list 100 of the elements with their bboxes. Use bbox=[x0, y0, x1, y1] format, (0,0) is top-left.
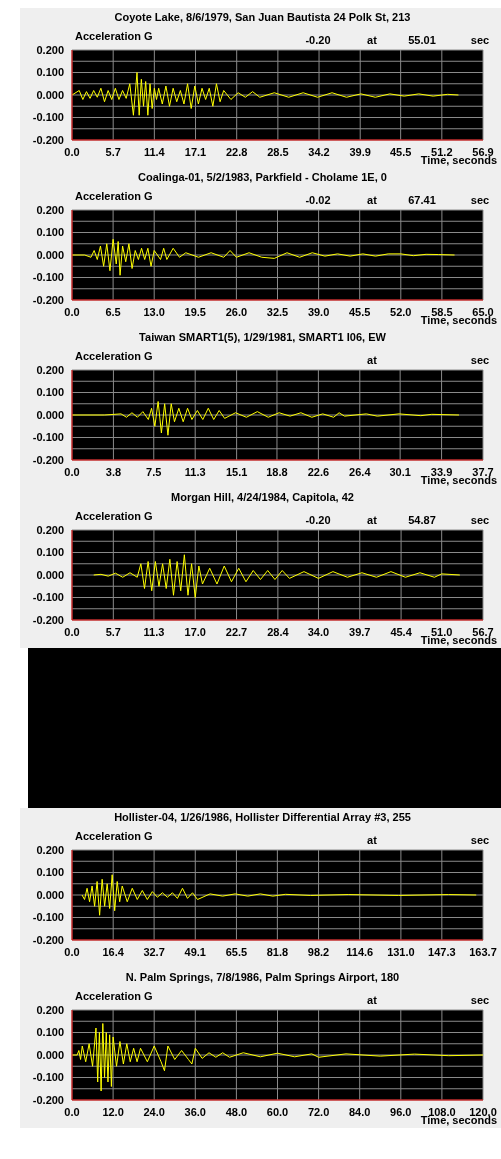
x-tick-label: 58.5 bbox=[431, 305, 453, 318]
x-tick-label: 11.3 bbox=[184, 465, 206, 478]
chart-title: N. Palm Springs, 7/8/1986, Palm Springs Airport, 180 bbox=[124, 971, 401, 983]
x-tick-label: 22.6 bbox=[307, 465, 330, 478]
chart-title: Coyote Lake, 8/6/1979, San Juan Bautista 24 Polk St, 213 bbox=[113, 11, 412, 23]
text: sec bbox=[469, 994, 491, 1006]
x-tick-label: 0.0 bbox=[64, 625, 80, 638]
text: at bbox=[366, 514, 378, 526]
x-tick-label: 163.7 bbox=[469, 945, 497, 958]
y-tick-label: 0.100 bbox=[36, 866, 64, 879]
text: 67.41 bbox=[407, 194, 437, 206]
x-tick-label: 26.4 bbox=[349, 465, 372, 478]
y-tick-label: 0.000 bbox=[36, 568, 64, 581]
x-tick-label: 5.7 bbox=[105, 145, 121, 158]
x-tick-label: 39.9 bbox=[349, 145, 371, 158]
x-tick-label: 39.7 bbox=[349, 625, 371, 638]
y-tick-label: 0.200 bbox=[36, 843, 64, 856]
text: at bbox=[366, 994, 378, 1006]
x-tick-label: 72.0 bbox=[307, 1105, 330, 1118]
y-tick-label: -0.100 bbox=[32, 271, 64, 284]
text: at bbox=[366, 834, 378, 846]
text: sec bbox=[469, 514, 491, 526]
x-tick-label: 11.3 bbox=[143, 625, 165, 638]
x-tick-label: 0.0 bbox=[64, 945, 80, 958]
y-tick-label: 0.200 bbox=[36, 1003, 64, 1016]
x-tick-label: 19.5 bbox=[184, 305, 207, 318]
y-tick-label: -0.100 bbox=[32, 111, 64, 124]
text: -0.20 bbox=[304, 34, 332, 46]
x-tick-label: 39.0 bbox=[307, 305, 330, 318]
y-tick-label: -0.100 bbox=[32, 1071, 64, 1084]
x-tick-label: 65.5 bbox=[225, 945, 248, 958]
x-tick-label: 16.4 bbox=[102, 945, 125, 958]
y-tick-label: 0.100 bbox=[36, 546, 64, 559]
x-tick-label: 0.0 bbox=[64, 465, 80, 478]
x-tick-label: 0.0 bbox=[64, 1105, 80, 1118]
text: at bbox=[366, 194, 378, 206]
chart-title: Taiwan SMART1(5), 1/29/1981, SMART1 I06, EW bbox=[138, 331, 387, 343]
x-tick-label: 52.0 bbox=[390, 305, 412, 318]
chart-title: Morgan Hill, 4/24/1984, Capitola, 42 bbox=[170, 491, 355, 503]
y-tick-label: 0.100 bbox=[36, 1026, 64, 1039]
y-tick-label: 0.100 bbox=[36, 66, 64, 79]
x-tick-label: 147.3 bbox=[428, 945, 456, 958]
x-tick-label: 3.8 bbox=[105, 465, 122, 478]
y-tick-label: -0.200 bbox=[32, 293, 64, 306]
x-tick-label: 32.5 bbox=[266, 305, 289, 318]
y-tick-label: -0.200 bbox=[32, 1093, 64, 1106]
x-tick-label: 96.0 bbox=[390, 1105, 412, 1118]
chart-title: Hollister-04, 1/26/1986, Hollister Differential Array #3, 255 bbox=[113, 811, 412, 823]
text: at bbox=[366, 354, 378, 366]
x-tick-label: 114.6 bbox=[346, 945, 374, 958]
text: sec bbox=[469, 194, 491, 206]
text: -0.20 bbox=[304, 514, 332, 526]
x-tick-label: 33.9 bbox=[430, 465, 453, 478]
x-tick-label: 28.4 bbox=[267, 625, 290, 638]
x-tick-label: 22.7 bbox=[225, 625, 248, 638]
x-tick-label: 45.5 bbox=[348, 305, 371, 318]
y-tick-label: 0.100 bbox=[36, 226, 64, 239]
y-tick-label: 0.200 bbox=[36, 43, 64, 56]
x-tick-label: 18.8 bbox=[266, 465, 288, 478]
y-tick-label: 0.000 bbox=[36, 248, 64, 261]
x-tick-label: 5.7 bbox=[105, 625, 121, 638]
y-tick-label: -0.200 bbox=[32, 613, 64, 626]
x-tick-label: 34.2 bbox=[308, 145, 330, 158]
y-tick-label: 0.000 bbox=[36, 408, 64, 421]
x-tick-label: 0.0 bbox=[64, 305, 80, 318]
x-tick-label: 81.8 bbox=[266, 945, 289, 958]
y-tick-label: 0.200 bbox=[36, 523, 64, 536]
x-tick-label: 24.0 bbox=[143, 1105, 165, 1118]
text: -0.02 bbox=[304, 194, 332, 206]
x-tick-label: 6.5 bbox=[105, 305, 121, 318]
x-tick-label: 12.0 bbox=[102, 1105, 124, 1118]
y-tick-label: 0.200 bbox=[36, 203, 64, 216]
y-axis-title: Acceleration G bbox=[75, 990, 153, 1002]
y-tick-label: 0.200 bbox=[36, 363, 64, 376]
x-tick-label: 36.0 bbox=[184, 1105, 207, 1118]
x-tick-label: 11.4 bbox=[143, 145, 166, 158]
text: 55.01 bbox=[407, 34, 437, 46]
x-tick-label: 17.1 bbox=[184, 145, 207, 158]
x-tick-label: 98.2 bbox=[307, 945, 330, 958]
text: sec bbox=[469, 354, 491, 366]
y-tick-label: -0.200 bbox=[32, 133, 64, 146]
y-tick-label: -0.100 bbox=[32, 591, 64, 604]
y-tick-label: -0.100 bbox=[32, 431, 64, 444]
x-tick-label: 28.5 bbox=[267, 145, 289, 158]
x-tick-label: 34.0 bbox=[307, 625, 330, 638]
y-axis-title: Acceleration G bbox=[75, 830, 153, 842]
x-tick-label: 49.1 bbox=[184, 945, 206, 958]
x-tick-label: 51.2 bbox=[431, 145, 453, 158]
x-tick-label: 26.0 bbox=[225, 305, 248, 318]
x-tick-label: 32.7 bbox=[143, 945, 165, 958]
text: at bbox=[366, 34, 378, 46]
x-tick-label: 17.0 bbox=[184, 625, 206, 638]
chart-title: Coalinga-01, 5/2/1983, Parkfield - Cholame 1E, 0 bbox=[137, 171, 388, 183]
x-tick-label: 22.8 bbox=[225, 145, 248, 158]
y-axis-title: Acceleration G bbox=[75, 190, 153, 202]
y-axis-title: Acceleration G bbox=[75, 30, 153, 42]
x-tick-label: 15.1 bbox=[225, 465, 248, 478]
y-tick-label: 0.000 bbox=[36, 88, 64, 101]
x-tick-label: 0.0 bbox=[64, 145, 80, 158]
x-tick-label: 84.0 bbox=[348, 1105, 371, 1118]
